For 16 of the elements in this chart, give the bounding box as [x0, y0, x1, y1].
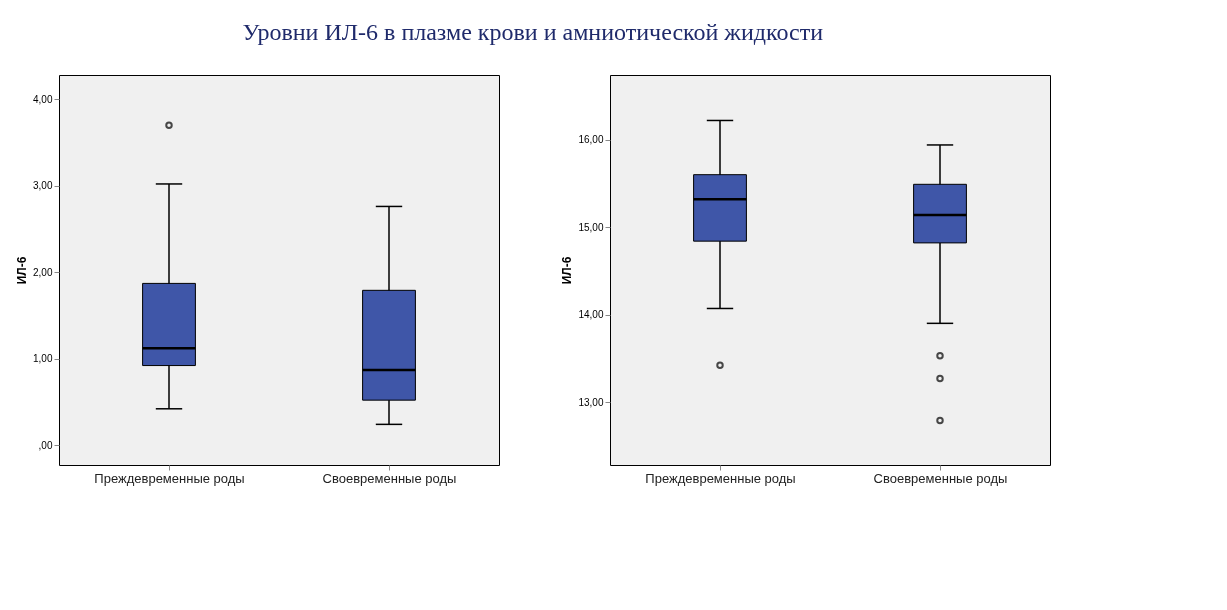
y-tick-label: 1,00 [33, 353, 53, 365]
x-tick-label: Своевременные роды [322, 470, 457, 486]
x-tick-label: Преждевременные роды [94, 470, 245, 486]
y-tick-label: 3,00 [33, 180, 53, 192]
y-tick-label: ,00 [38, 439, 53, 451]
y-axis-title: ИЛ-6 [15, 256, 30, 285]
chart-title: Уровни ИЛ-6 в плазме крови и амниотической жидкости [242, 18, 824, 45]
y-tick-label: 2,00 [33, 266, 53, 278]
y-tick-label: 16,00 [578, 134, 604, 146]
y-tick-label: 14,00 [578, 309, 604, 321]
x-tick-label: Преждевременные роды [645, 470, 796, 486]
y-tick-label: 15,00 [578, 221, 604, 233]
y-tick-label: 4,00 [33, 93, 53, 105]
y-axis-title: ИЛ-6 [560, 256, 575, 285]
x-tick-label: Своевременные роды [873, 470, 1008, 486]
y-tick-label: 13,00 [578, 396, 604, 408]
